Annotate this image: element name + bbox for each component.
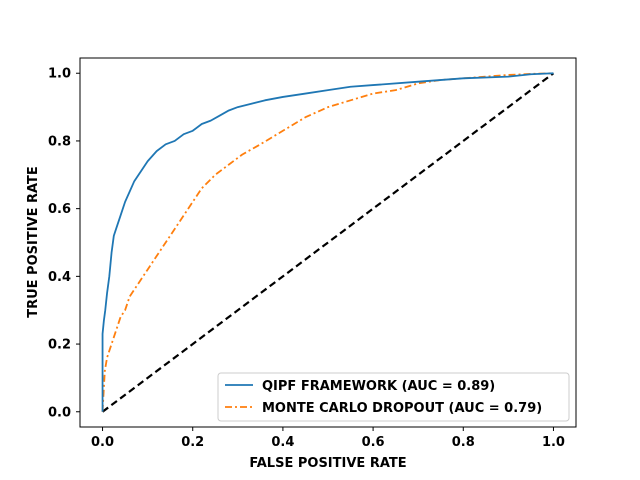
y-tick-label: 0.0	[48, 405, 71, 420]
legend-box	[217, 372, 570, 422]
y-tick-label: 0.4	[48, 270, 71, 285]
y-axis-ticks: 0.0 0.2 0.4 0.6 0.8 1.0	[48, 67, 80, 420]
legend-label-monte-carlo: MONTE CARLO DROPOUT (AUC = 0.79)	[262, 401, 542, 416]
chance-diagonal-line	[101, 72, 555, 413]
x-axis-ticks: 0.0 0.2 0.4 0.6 0.8 1.0	[91, 427, 565, 450]
y-tick-label: 0.2	[48, 338, 71, 353]
legend-label-qipf: QIPF FRAMEWORK (AUC = 0.89)	[262, 379, 495, 394]
y-tick-label: 1.0	[48, 67, 71, 82]
x-tick-label: 0.8	[452, 435, 475, 450]
y-axis-label: TRUE POSITIVE RATE	[26, 166, 41, 318]
series-line-qipf	[101, 72, 554, 412]
x-tick-label: 0.0	[91, 435, 114, 450]
x-tick-label: 0.2	[181, 435, 204, 450]
y-tick-label: 0.6	[48, 202, 71, 217]
x-tick-label: 1.0	[542, 435, 565, 450]
x-tick-label: 0.4	[271, 435, 294, 450]
y-tick-label: 0.8	[48, 134, 71, 149]
legend: QIPF FRAMEWORK (AUC = 0.89) MONTE CARLO …	[217, 372, 570, 422]
plot-frame	[79, 57, 577, 428]
series-layer	[101, 72, 555, 413]
x-tick-label: 0.6	[362, 435, 385, 450]
x-axis-label: FALSE POSITIVE RATE	[249, 456, 406, 471]
